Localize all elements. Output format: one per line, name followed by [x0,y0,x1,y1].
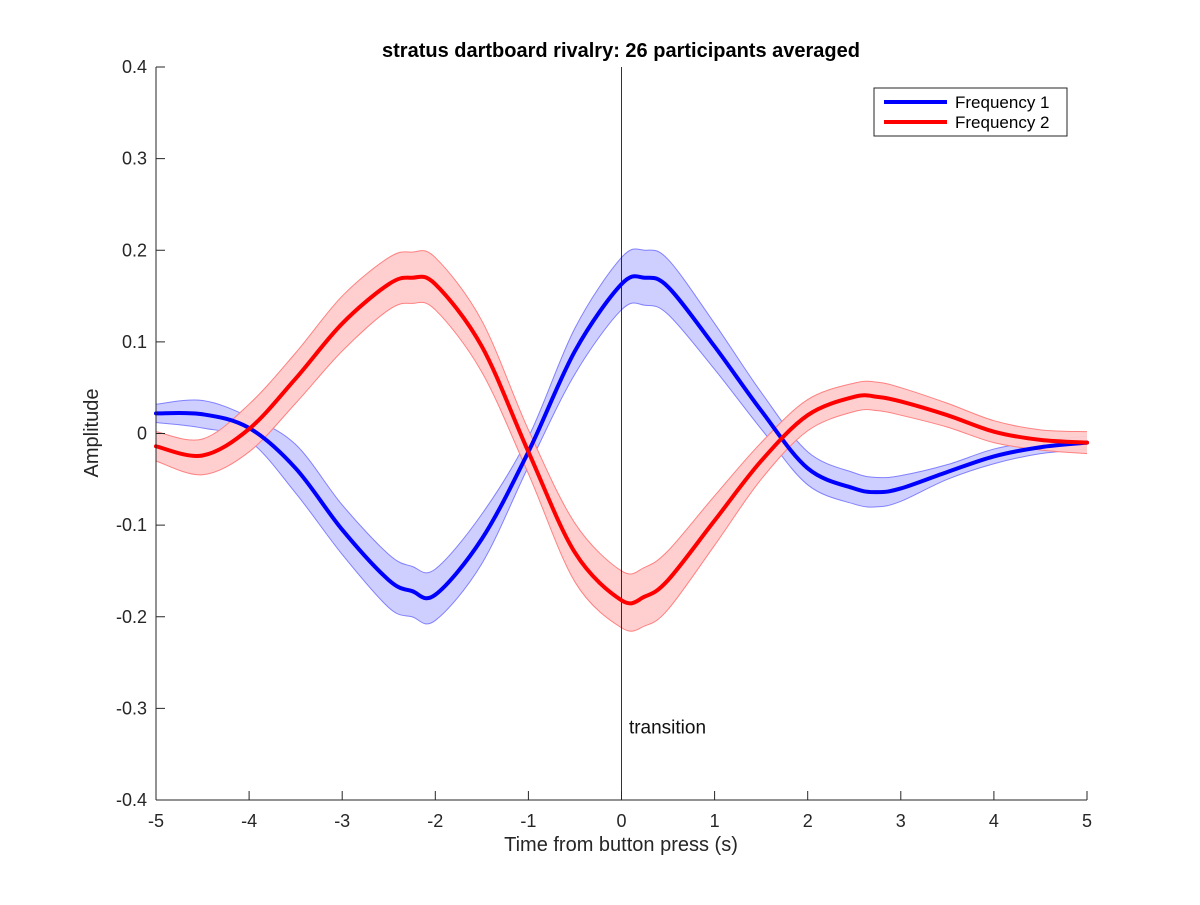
legend-label-frequency-1: Frequency 1 [955,93,1050,112]
series-line-frequency-1 [154,274,1089,601]
axes: -5 -4 -3 -2 -1 0 1 2 3 4 5 -0.4 -0.3 -0.2 -0.1 0 0.1 0.2… [116,57,1092,831]
y-tick-label-4: -0.1 [116,515,147,535]
x-tick-label-4: -2 [427,811,443,831]
y-tick-label-7: 0.2 [122,240,147,260]
x-tick-label-10: 4 [989,811,999,831]
y-axis-label: Amplitude [81,389,103,478]
confidence-band-lower-frequency-2 [155,301,1088,632]
y-tick-label-1: -0.4 [116,790,147,810]
x-tick-label-5: -1 [520,811,536,831]
x-tick-label-8: 2 [803,811,813,831]
legend-box [873,87,1068,137]
x-axis-label: Time from button press (s) [504,834,738,856]
annotation-layer: transition [621,67,706,800]
y-tick-label-2: -0.3 [116,698,147,718]
legend-label-frequency-2: Frequency 2 [955,113,1050,132]
y-tick-label-9: 0.4 [122,57,147,77]
y-tick-label-5: 0 [137,424,147,444]
x-tick-label-6: 0 [616,811,626,831]
x-tick-label-2: -4 [241,811,257,831]
x-tick-label-7: 1 [710,811,720,831]
series-line-frequency-2 [154,274,1089,606]
x-axis-ticks: -5 -4 -3 -2 -1 0 1 2 3 4 5 [148,791,1092,831]
annotation-text-1: transition [629,718,706,739]
plot-area: transition [154,67,1089,800]
y-tick-label-3: -0.2 [116,607,147,627]
x-tick-label-3: -3 [334,811,350,831]
series-lines [154,274,1089,606]
x-tick-label-9: 3 [896,811,906,831]
x-tick-label-11: 5 [1082,811,1092,831]
legend: Frequency 1 Frequency 2 [873,87,1068,137]
confidence-band-upper-frequency-1 [155,248,1088,574]
y-tick-label-8: 0.3 [122,149,147,169]
chart-title: stratus dartboard rivalry: 26 participan… [382,40,860,62]
y-tick-label-6: 0.1 [122,332,147,352]
y-axis-ticks: -0.4 -0.3 -0.2 -0.1 0 0.1 0.2 0.3 0.4 [116,57,165,810]
x-tick-label-1: -5 [148,811,164,831]
